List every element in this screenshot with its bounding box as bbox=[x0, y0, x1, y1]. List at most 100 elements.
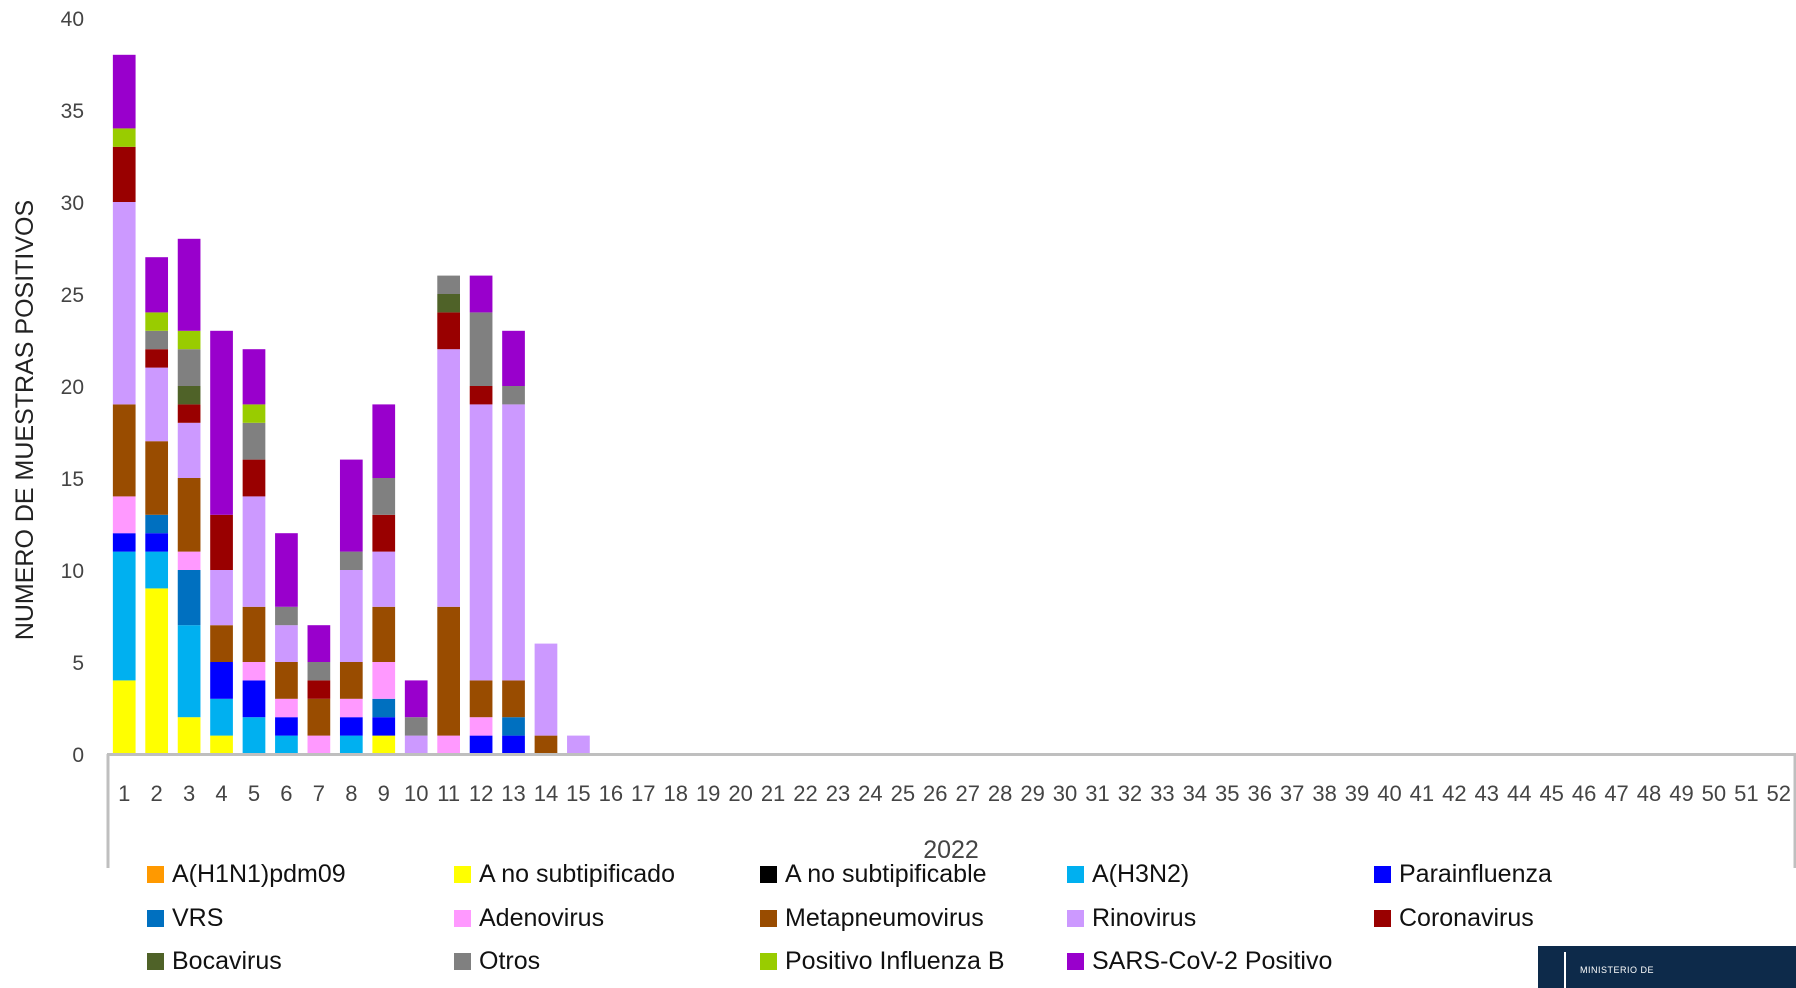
x-tick-label: 27 bbox=[955, 781, 979, 806]
bar-segment bbox=[145, 367, 169, 442]
x-tick-label: 8 bbox=[345, 781, 357, 806]
bar-segment bbox=[469, 312, 493, 386]
bar-segment bbox=[177, 717, 201, 754]
bar-segment bbox=[437, 349, 460, 607]
y-tick-label: 0 bbox=[72, 744, 84, 767]
y-tick-label: 40 bbox=[61, 8, 84, 31]
x-tick-label: 48 bbox=[1637, 781, 1661, 806]
x-tick-label: 37 bbox=[1280, 781, 1304, 806]
bar-segment bbox=[242, 717, 266, 754]
x-tick-label: 15 bbox=[566, 781, 590, 806]
bar-segment bbox=[242, 349, 266, 405]
x-tick-label: 23 bbox=[826, 781, 850, 806]
x-tick-label: 2 bbox=[151, 781, 163, 806]
x-tick-label: 52 bbox=[1767, 781, 1791, 806]
bar-segment bbox=[372, 404, 396, 478]
x-tick-label: 29 bbox=[1020, 781, 1044, 806]
bar-segment bbox=[339, 459, 363, 552]
bar-segment bbox=[502, 386, 525, 405]
bar-segment bbox=[177, 551, 201, 570]
x-tick-label: 41 bbox=[1410, 781, 1434, 806]
bar-segment bbox=[242, 606, 266, 662]
bar-segment bbox=[437, 312, 460, 350]
bar-segment bbox=[275, 625, 298, 662]
bar-segment bbox=[437, 606, 460, 736]
bar-segment bbox=[372, 698, 396, 718]
y-tick-label: 30 bbox=[61, 192, 84, 215]
bar-segment bbox=[372, 606, 396, 662]
x-tick-label: 40 bbox=[1377, 781, 1401, 806]
bar-segment bbox=[404, 680, 428, 718]
x-tick-label: 38 bbox=[1312, 781, 1336, 806]
bar-segment bbox=[502, 330, 525, 386]
bar-segment bbox=[177, 349, 201, 386]
bar-segment bbox=[437, 294, 460, 313]
y-tick-label: 10 bbox=[61, 560, 84, 583]
bar-segment bbox=[372, 735, 396, 754]
bar-segment bbox=[242, 496, 266, 607]
bar-segment bbox=[145, 349, 169, 368]
bar-segment bbox=[534, 735, 558, 754]
x-tick-label: 4 bbox=[215, 781, 227, 806]
bar-segment bbox=[112, 680, 136, 754]
bar-segment bbox=[567, 735, 590, 754]
logo-text: MINISTERIO DE bbox=[1580, 965, 1655, 975]
bar-segment bbox=[177, 330, 201, 350]
x-tick-label: 3 bbox=[183, 781, 195, 806]
bar-segment bbox=[469, 680, 493, 718]
x-tick-label: 7 bbox=[313, 781, 325, 806]
x-tick-label: 43 bbox=[1475, 781, 1499, 806]
x-tick-label: 22 bbox=[793, 781, 817, 806]
x-tick-label: 12 bbox=[469, 781, 493, 806]
x-tick-label: 49 bbox=[1669, 781, 1693, 806]
bar-segment bbox=[339, 735, 363, 754]
x-tick-label: 51 bbox=[1734, 781, 1758, 806]
bar-segment bbox=[177, 478, 201, 552]
bar-segment bbox=[534, 643, 558, 736]
bar-segment bbox=[275, 533, 298, 607]
x-tick-label: 16 bbox=[599, 781, 623, 806]
bar-segment bbox=[502, 717, 525, 736]
bar-segment bbox=[307, 698, 331, 736]
x-tick-label: 24 bbox=[858, 781, 882, 806]
x-tick-label: 33 bbox=[1150, 781, 1174, 806]
logo-divider bbox=[1564, 952, 1566, 988]
bar-segment bbox=[210, 625, 233, 662]
x-tick-label: 30 bbox=[1053, 781, 1077, 806]
bar-segment bbox=[307, 662, 331, 681]
bar-segment bbox=[177, 422, 201, 478]
bar-segment bbox=[242, 404, 266, 423]
bar-segment bbox=[177, 386, 201, 405]
bar-segment bbox=[177, 570, 201, 626]
bar-segment bbox=[275, 606, 298, 626]
bar-segment bbox=[339, 717, 363, 736]
bar-segment bbox=[112, 128, 136, 147]
bar-segment bbox=[339, 662, 363, 699]
x-tick-label: 13 bbox=[501, 781, 525, 806]
x-tick-label: 44 bbox=[1507, 781, 1531, 806]
x-tick-label: 45 bbox=[1539, 781, 1563, 806]
bar-segment bbox=[242, 662, 266, 681]
x-tick-label: 35 bbox=[1215, 781, 1239, 806]
x-tick-label: 32 bbox=[1118, 781, 1142, 806]
bar-segment bbox=[112, 551, 136, 681]
x-tick-label: 10 bbox=[404, 781, 428, 806]
bar-segment bbox=[242, 422, 266, 460]
x-tick-label: 18 bbox=[663, 781, 687, 806]
x-tick-label: 21 bbox=[761, 781, 785, 806]
bar-segment bbox=[112, 533, 136, 552]
bar-segment bbox=[210, 662, 233, 699]
bar-segment bbox=[145, 533, 169, 552]
x-tick-label: 26 bbox=[923, 781, 947, 806]
y-tick-label: 20 bbox=[61, 376, 84, 399]
x-tick-label: 11 bbox=[437, 781, 460, 806]
bar-segment bbox=[339, 698, 363, 718]
bar-segment bbox=[242, 459, 266, 497]
bar-segment bbox=[469, 717, 493, 736]
x-tick-label: 47 bbox=[1604, 781, 1628, 806]
bar-segment bbox=[372, 514, 396, 552]
bar-segment bbox=[307, 680, 331, 699]
bar-segment bbox=[112, 496, 136, 534]
ministry-logo: MINISTERIO DE bbox=[1538, 946, 1796, 988]
bar-segment bbox=[307, 625, 331, 662]
